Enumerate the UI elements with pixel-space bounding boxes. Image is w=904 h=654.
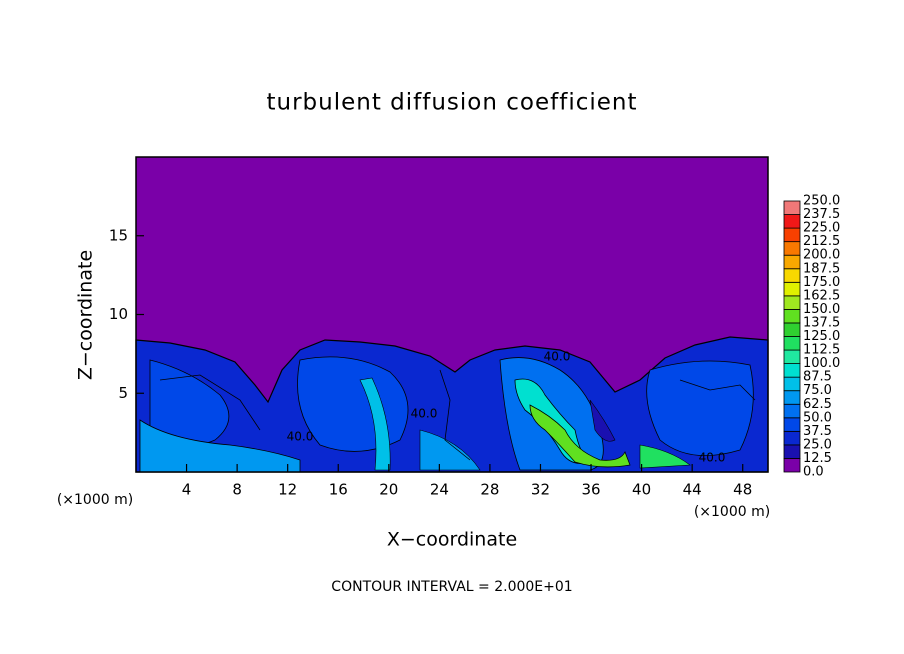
field-region (419, 429, 481, 471)
y-tick-label: 10 (109, 305, 128, 323)
colorbar-label: 200.0 (803, 248, 840, 263)
field-region (639, 444, 691, 469)
field-region (139, 419, 301, 473)
x-tick-label: 16 (329, 481, 348, 499)
colorbar-box (783, 403, 801, 419)
colorbar-label: 162.5 (803, 288, 840, 303)
x-tick-label: 28 (480, 481, 499, 499)
field (135, 157, 769, 473)
contour-line (679, 379, 756, 401)
colorbar-label: 175.0 (803, 275, 840, 290)
x-tick-label: 32 (531, 481, 550, 499)
field-region (529, 404, 631, 468)
colorbar-label: 250.0 (803, 194, 840, 209)
x-tick-label: 40 (632, 481, 651, 499)
contour-label: 40.0 (411, 407, 438, 421)
colorbar-box (783, 458, 801, 473)
chart-title: turbulent diffusion coefficient (266, 90, 637, 116)
colorbar-box (783, 390, 801, 405)
colorbar-label: 75.0 (803, 383, 832, 398)
contour-line (439, 369, 471, 461)
colorbar-label: 212.5 (803, 234, 840, 249)
colorbar-label: 150.0 (803, 302, 840, 317)
x-tick-label: 12 (278, 481, 297, 499)
colorbar-box (783, 336, 801, 351)
colorbar-box (783, 308, 801, 324)
colorbar-label: 187.5 (803, 261, 840, 276)
colorbar-label: 62.5 (803, 397, 832, 412)
colorbar-box (783, 200, 801, 215)
field-region (589, 399, 616, 442)
x-tick-label: 24 (430, 481, 449, 499)
colorbar-box (783, 295, 801, 310)
x-tick-label: 48 (733, 481, 752, 499)
x-tick-label: 20 (379, 481, 398, 499)
x-tick-label: 8 (232, 481, 242, 499)
colorbar-box (783, 417, 801, 432)
colorbar-box (783, 430, 801, 446)
y-tick-label: 15 (109, 226, 128, 244)
x-axis-label: X−coordinate (387, 529, 517, 551)
field-region (359, 377, 391, 471)
colorbar-box (783, 349, 801, 364)
colorbar-box (783, 322, 801, 337)
colorbar-box (783, 227, 801, 243)
colorbar-label: 25.0 (803, 437, 832, 452)
y-axis-label: Z−coordinate (75, 250, 97, 380)
colorbar-box (783, 444, 801, 459)
colorbar-box (783, 268, 801, 283)
colorbar-label: 112.5 (803, 343, 840, 358)
colorbar-label: 137.5 (803, 315, 840, 330)
colorbar-label: 125.0 (803, 329, 840, 344)
colorbar-box (783, 363, 801, 378)
field-region (646, 360, 754, 456)
x-tick-label: 36 (581, 481, 600, 499)
x-unit: (×1000 m) (694, 504, 770, 520)
contour-line (159, 374, 261, 431)
contour-label: 40.0 (287, 430, 314, 444)
footer: CONTOUR INTERVAL = 2.000E+01 (331, 579, 572, 595)
colorbar-label: 0.0 (803, 465, 824, 480)
contour-label: 40.0 (699, 451, 726, 465)
contour-label: 40.0 (544, 350, 571, 364)
colorbar-label: 237.5 (803, 207, 840, 222)
colorbar-label: 87.5 (803, 370, 832, 385)
colorbar-box (783, 254, 801, 270)
colorbar-box (783, 281, 801, 297)
colorbar-label: 37.5 (803, 424, 832, 439)
x-tick-label: 44 (683, 481, 702, 499)
colorbar-label: 100.0 (803, 356, 840, 371)
colorbar-box (783, 214, 801, 229)
x-tick-label: 4 (182, 481, 192, 499)
y-unit: (×1000 m) (57, 492, 133, 508)
colorbar-label: 12.5 (803, 451, 832, 466)
colorbar-label: 225.0 (803, 221, 840, 236)
colorbar-box (783, 376, 801, 392)
colorbar-box (783, 241, 801, 256)
colorbar-label: 50.0 (803, 410, 832, 425)
y-tick-label: 5 (118, 384, 128, 402)
